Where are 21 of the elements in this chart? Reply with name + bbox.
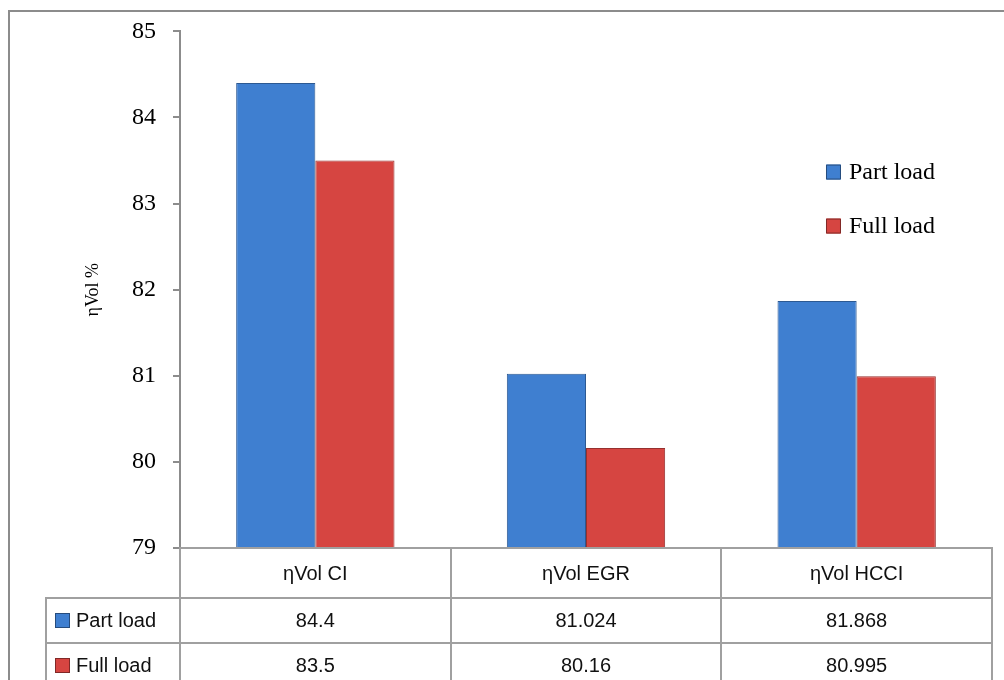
data-label: 80.995 xyxy=(826,654,888,677)
text: Part load xyxy=(76,609,157,631)
y-axis-title: ηVol % xyxy=(81,262,102,317)
data-label: 83.5 xyxy=(295,654,335,677)
y-tick-label: 82 xyxy=(132,275,156,301)
legend-label: Part load xyxy=(849,158,935,185)
y-tick-label: 85 xyxy=(132,16,156,43)
y-tick-label: 81 xyxy=(132,361,156,388)
y-tick-label: 80 xyxy=(132,447,156,474)
data-label: 80.16 xyxy=(560,654,612,677)
y-tick-label: 83 xyxy=(132,188,156,215)
x-tick-label: ηVol CI xyxy=(283,561,348,585)
y-tick-label: 84 xyxy=(132,102,156,129)
data-label: 81.868 xyxy=(826,609,888,632)
y-tick-label: 79 xyxy=(132,533,156,560)
data-label: 84.4 xyxy=(295,609,335,632)
x-tick-label: ηVol HCCI xyxy=(809,561,904,585)
legend-label: Full load xyxy=(849,212,936,239)
data-label: 81.024 xyxy=(555,609,617,632)
text: Full load xyxy=(76,654,152,676)
x-tick-label: ηVol EGR xyxy=(542,561,630,585)
